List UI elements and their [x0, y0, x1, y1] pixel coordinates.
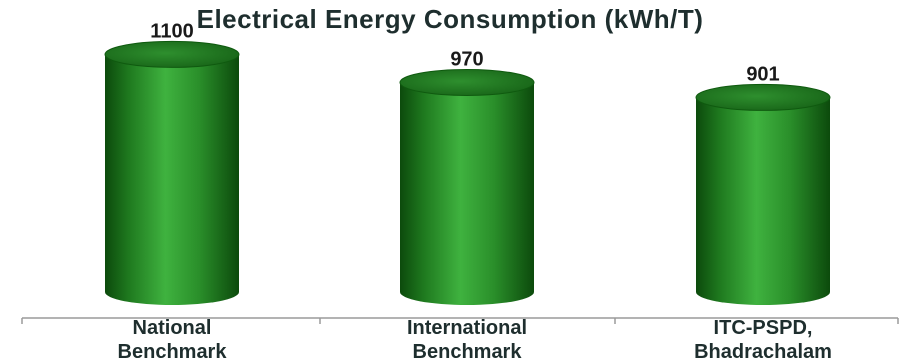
value-label: 901 — [746, 63, 779, 85]
category-label: Benchmark — [118, 341, 228, 361]
chart-title: Electrical Energy Consumption (kWh/T) — [196, 4, 704, 34]
bar — [104, 40, 240, 306]
bar — [695, 83, 831, 305]
category-label: National — [133, 317, 212, 339]
value-label: 970 — [450, 48, 483, 70]
bar — [399, 68, 535, 305]
bar-body — [696, 97, 830, 305]
bar-top — [695, 83, 831, 111]
value-label: 1100 — [150, 20, 193, 42]
bar-body — [400, 82, 534, 305]
category-label: Benchmark — [413, 341, 523, 361]
category-label: International — [407, 317, 527, 339]
bar-top — [399, 68, 535, 96]
category-label: Bhadrachalam — [694, 341, 832, 361]
bar-body — [105, 54, 239, 306]
category-label: ITC-PSPD, — [714, 317, 813, 339]
bar-top — [104, 40, 240, 68]
